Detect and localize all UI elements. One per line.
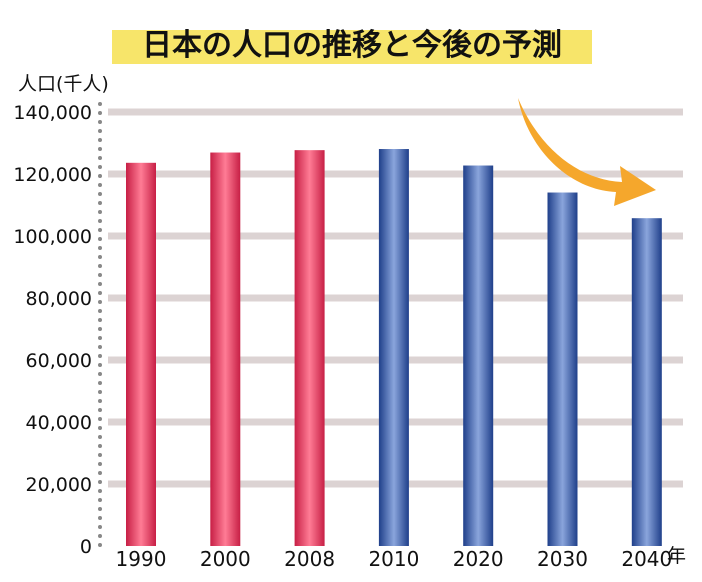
axis-dot bbox=[98, 165, 102, 169]
y-tick-label: 100,000 bbox=[13, 226, 92, 248]
axis-dot bbox=[98, 147, 102, 151]
trend-arrow-icon bbox=[518, 98, 656, 206]
y-tick-label: 20,000 bbox=[26, 474, 92, 496]
axis-dot bbox=[98, 120, 102, 124]
axis-dot bbox=[98, 354, 102, 358]
axis-dot bbox=[98, 336, 102, 340]
x-tick-label: 2030 bbox=[537, 547, 588, 571]
axis-dot bbox=[98, 345, 102, 349]
title-highlight bbox=[112, 30, 592, 64]
axis-dot bbox=[98, 264, 102, 268]
axis-dot bbox=[98, 471, 102, 475]
axis-dot bbox=[98, 489, 102, 493]
x-tick-label: 2000 bbox=[200, 547, 251, 571]
axis-dot bbox=[98, 255, 102, 259]
bar-2010 bbox=[378, 149, 409, 546]
y-axis-label: 人口(千人) bbox=[18, 73, 109, 95]
axis-dot bbox=[98, 462, 102, 466]
axis-dot bbox=[98, 453, 102, 457]
bar-2040 bbox=[631, 218, 662, 546]
axis-dot bbox=[98, 534, 102, 538]
axis-dot bbox=[98, 291, 102, 295]
bar-1990 bbox=[126, 162, 156, 546]
y-axis: 0 20,000 40,000 60,000 80,000 100,000 120,000 1… bbox=[13, 102, 102, 558]
x-axis-label: 年 bbox=[667, 545, 686, 567]
axis-dot bbox=[98, 480, 102, 484]
axis-dot bbox=[98, 282, 102, 286]
axis-dot bbox=[98, 516, 102, 520]
axis-dot bbox=[98, 408, 102, 412]
x-tick-label: 1990 bbox=[116, 547, 167, 571]
axis-dot bbox=[98, 417, 102, 421]
axis-dot bbox=[98, 210, 102, 214]
axis-dot bbox=[98, 390, 102, 394]
x-tick-label: 2040 bbox=[621, 547, 672, 571]
x-axis: 1990 2000 2008 2010 2020 2030 2040 bbox=[116, 547, 673, 571]
axis-dot bbox=[98, 201, 102, 205]
axis-dot bbox=[98, 372, 102, 376]
axis-dot bbox=[98, 381, 102, 385]
axis-dot bbox=[98, 300, 102, 304]
axis-dot bbox=[98, 246, 102, 250]
axis-dot bbox=[98, 237, 102, 241]
axis-dot bbox=[98, 507, 102, 511]
x-tick-label: 2020 bbox=[453, 547, 504, 571]
y-tick-label: 120,000 bbox=[13, 164, 92, 186]
y-tick-label: 80,000 bbox=[26, 288, 92, 310]
axis-dot bbox=[98, 228, 102, 232]
axis-dot bbox=[98, 309, 102, 313]
axis-dot bbox=[98, 102, 102, 106]
bars bbox=[126, 149, 662, 547]
axis-dot bbox=[98, 444, 102, 448]
x-tick-label: 2008 bbox=[284, 547, 335, 571]
axis-dot bbox=[98, 426, 102, 430]
y-tick-label: 0 bbox=[80, 536, 92, 558]
x-tick-label: 2010 bbox=[368, 547, 419, 571]
bar-2030 bbox=[547, 192, 578, 546]
y-tick-label: 60,000 bbox=[26, 350, 92, 372]
chart-title: 日本の人口の推移と今後の予測 bbox=[142, 28, 562, 63]
bar-2008 bbox=[294, 150, 325, 547]
axis-dot bbox=[98, 327, 102, 331]
axis-dot bbox=[98, 435, 102, 439]
axis-dot bbox=[98, 138, 102, 142]
y-tick-label: 40,000 bbox=[26, 412, 92, 434]
axis-dot bbox=[98, 498, 102, 502]
axis-dot bbox=[98, 363, 102, 367]
axis-dot bbox=[98, 273, 102, 277]
axis-dot bbox=[98, 219, 102, 223]
axis-dot bbox=[98, 111, 102, 115]
y-tick-label: 140,000 bbox=[13, 102, 92, 124]
bar-2020 bbox=[463, 165, 494, 547]
axis-dot bbox=[98, 183, 102, 187]
bar-2000 bbox=[210, 152, 241, 546]
axis-dot bbox=[98, 192, 102, 196]
axis-dot bbox=[98, 399, 102, 403]
axis-dot bbox=[98, 174, 102, 178]
axis-dot bbox=[98, 156, 102, 160]
axis-dot bbox=[98, 318, 102, 322]
axis-dot bbox=[98, 129, 102, 133]
axis-dot bbox=[98, 543, 102, 547]
axis-dot bbox=[98, 525, 102, 529]
